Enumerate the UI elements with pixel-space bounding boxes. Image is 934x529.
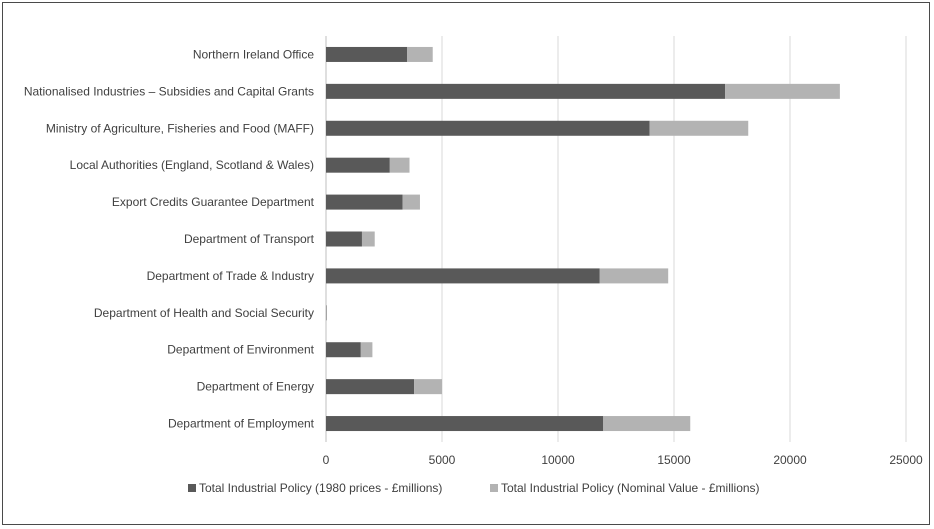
bars (326, 46, 840, 432)
x-tick-label: 5000 (429, 453, 456, 467)
category-label: Department of Employment (168, 417, 315, 431)
bar-series-1 (326, 120, 650, 136)
legend-label: Total Industrial Policy (1980 prices - £… (199, 481, 442, 495)
legend: Total Industrial Policy (1980 prices - £… (188, 481, 760, 495)
x-tick-labels: 0 5000 10000 15000 20000 25000 (323, 453, 923, 467)
category-label: Department of Health and Social Security (94, 306, 314, 320)
category-label: Department of Energy (197, 380, 314, 394)
category-label: Local Authorities (England, Scotland & W… (70, 158, 314, 172)
x-tick-label: 10000 (541, 453, 575, 467)
bar-series-1 (326, 46, 408, 62)
bar-series-1 (326, 416, 604, 432)
category-label: Department of Environment (167, 343, 314, 357)
bar-series-2 (389, 157, 410, 173)
category-label: Department of Transport (184, 232, 315, 246)
x-tick-label: 0 (323, 453, 330, 467)
category-label: Department of Trade & Industry (147, 269, 314, 283)
bar-series-2 (402, 194, 420, 210)
bar-series-2 (414, 379, 442, 395)
legend-swatch (490, 484, 498, 492)
bar-series-2 (360, 342, 373, 358)
bar-series-1 (326, 268, 600, 284)
bar-series-1 (326, 342, 361, 358)
bar-series-1 (326, 194, 403, 210)
bar-series-2 (361, 231, 375, 247)
bar-series-2 (599, 268, 669, 284)
legend-label: Total Industrial Policy (Nominal Value -… (501, 481, 760, 495)
bar-series-1 (326, 157, 390, 173)
bar-series-2 (603, 416, 691, 432)
bar-series-1 (326, 231, 362, 247)
bar-series-1 (326, 83, 726, 99)
x-tick-label: 15000 (657, 453, 691, 467)
category-label: Export Credits Guarantee Department (112, 195, 315, 209)
bar-series-2 (725, 83, 840, 99)
category-label: Nationalised Industries – Subsidies and … (24, 84, 314, 98)
category-label: Northern Ireland Office (193, 47, 314, 61)
bar-series-2 (649, 120, 749, 136)
x-tick-label: 25000 (889, 453, 923, 467)
bar-series-1 (326, 379, 415, 395)
category-labels: Northern Ireland Office Nationalised Indu… (24, 47, 315, 430)
bar-series-2 (407, 46, 433, 62)
legend-swatch (188, 484, 196, 492)
x-tick-label: 20000 (773, 453, 807, 467)
category-label: Ministry of Agriculture, Fisheries and F… (46, 121, 314, 135)
